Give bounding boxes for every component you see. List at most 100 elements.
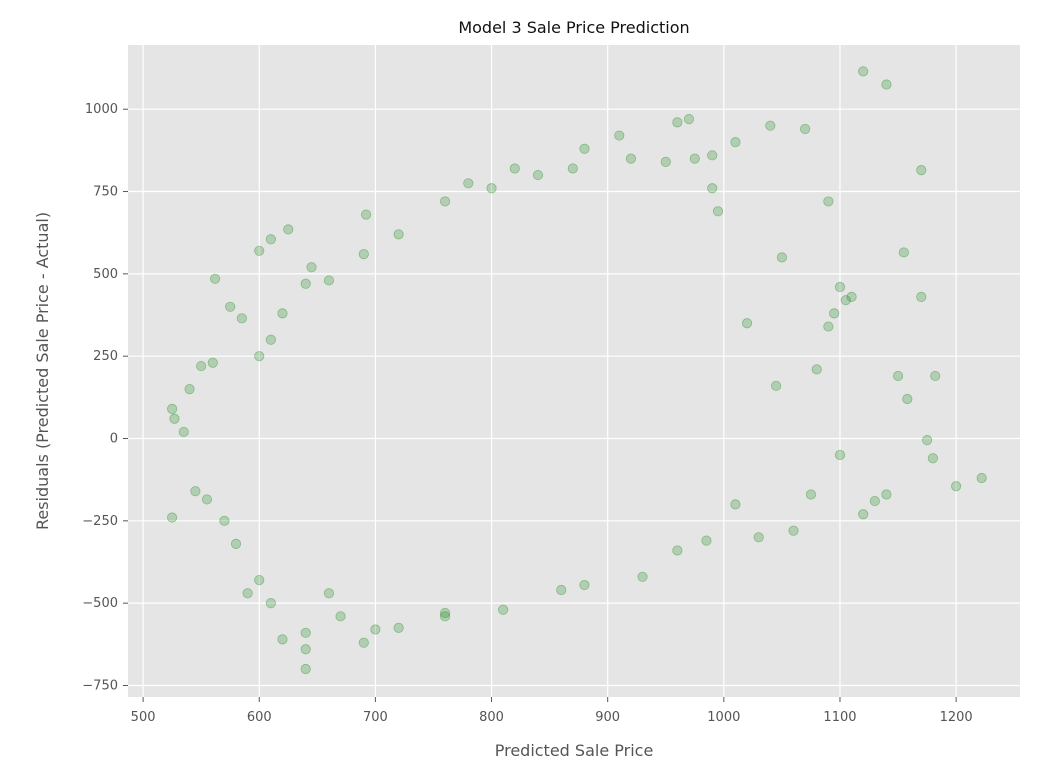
scatter-point [509, 163, 520, 174]
scatter-point [753, 532, 764, 543]
scatter-point [765, 120, 776, 131]
scatter-point [823, 321, 834, 332]
scatter-point [869, 495, 880, 507]
scatter-point [306, 262, 317, 273]
scatter-point [892, 370, 904, 382]
x-tick-label: 500 [131, 710, 156, 725]
scatter-point [672, 117, 683, 128]
scatter-point [393, 622, 404, 633]
scatter-point [916, 291, 927, 303]
scatter-point [976, 472, 987, 484]
scatter-point [805, 489, 817, 500]
y-tick-label: −750 [82, 678, 118, 693]
x-tick-label: 1000 [707, 710, 740, 725]
scatter-point [207, 357, 218, 368]
scatter-point [230, 538, 242, 549]
scatter-point [300, 627, 311, 638]
scatter-point [902, 393, 913, 405]
y-tick-label: 0 [110, 432, 118, 447]
x-axis-label: Predicted Sale Price [495, 741, 654, 760]
scatter-point [370, 624, 381, 635]
scatter-point [393, 229, 404, 240]
scatter-point [439, 611, 451, 622]
scatter-point [184, 384, 195, 395]
scatter-point [701, 535, 712, 546]
scatter-point [201, 494, 213, 505]
scatter-point [323, 275, 335, 286]
scatter-point [730, 499, 741, 510]
scatter-point [689, 153, 700, 164]
scatter-point [439, 607, 451, 619]
scatter-point [834, 281, 846, 293]
scatter-point [840, 295, 851, 306]
scatter-point [930, 370, 941, 382]
scatter-point [800, 123, 811, 135]
scatter-point [358, 637, 369, 648]
scatter-point [927, 453, 938, 464]
scatter-point [242, 588, 253, 599]
x-gridlines [142, 45, 957, 697]
scatter-point [439, 196, 451, 207]
x-tick-label: 1100 [823, 710, 856, 725]
y-tick-label: 750 [93, 185, 118, 200]
scatter-point [323, 588, 335, 599]
scatter-point [811, 364, 822, 375]
y-tick-label: −250 [82, 514, 118, 529]
y-tick-labels: −750 −500 −250 0 250 500 750 1000 [82, 102, 128, 693]
scatter-point [190, 486, 201, 497]
scatter-point [300, 663, 311, 675]
y-gridlines [128, 108, 1020, 687]
scatter-point [167, 403, 178, 414]
scatter-point [614, 130, 625, 141]
scatter-point [567, 163, 578, 174]
scatter-point [741, 318, 753, 329]
x-tick-label: 800 [479, 710, 504, 725]
x-tick-label: 1200 [940, 710, 973, 725]
scatter-point [712, 206, 724, 217]
scatter-point [707, 183, 718, 194]
scatter-point [834, 449, 846, 461]
scatter-point [881, 489, 892, 500]
scatter-point [265, 598, 276, 609]
scatter-point [846, 291, 857, 303]
scatter-point [916, 165, 927, 176]
scatter-point [625, 153, 637, 164]
scatter-point [498, 604, 509, 615]
scatter-point [532, 169, 544, 181]
scatter-point [178, 426, 189, 438]
scatter-point [265, 234, 276, 245]
scatter-point [556, 584, 567, 596]
x-tick-labels: 500 600 700 800 900 1000 1100 1200 [131, 697, 973, 725]
chart-title: Model 3 Sale Price Prediction [458, 18, 689, 37]
scatter-point [360, 209, 372, 220]
y-tick-label: 500 [93, 267, 118, 282]
x-tick-label: 600 [247, 710, 272, 725]
scatter-point [236, 313, 247, 324]
plot-background [128, 45, 1020, 697]
scatter-point [265, 334, 276, 345]
scatter-point [951, 481, 962, 492]
scatter-point [858, 66, 869, 77]
scatter-point [300, 278, 311, 289]
scatter-point [921, 435, 933, 446]
x-tick-label: 700 [363, 710, 388, 725]
scatter-point [776, 252, 788, 263]
scatter-point [683, 113, 695, 125]
scatter-point [277, 308, 288, 319]
scatter-point [637, 571, 648, 582]
x-tick-label: 900 [595, 710, 620, 725]
scatter-point [225, 301, 236, 312]
scatter-point [579, 579, 590, 591]
scatter-point [210, 273, 221, 284]
scatter-point [335, 611, 346, 622]
scatter-point [254, 575, 265, 586]
scatter-point [730, 137, 741, 148]
scatter-point [823, 196, 834, 207]
scatter-point [898, 247, 909, 258]
scatter-point [788, 525, 799, 536]
scatter-point [169, 413, 180, 424]
scatter-point [219, 515, 230, 526]
scatter-point [858, 509, 869, 520]
